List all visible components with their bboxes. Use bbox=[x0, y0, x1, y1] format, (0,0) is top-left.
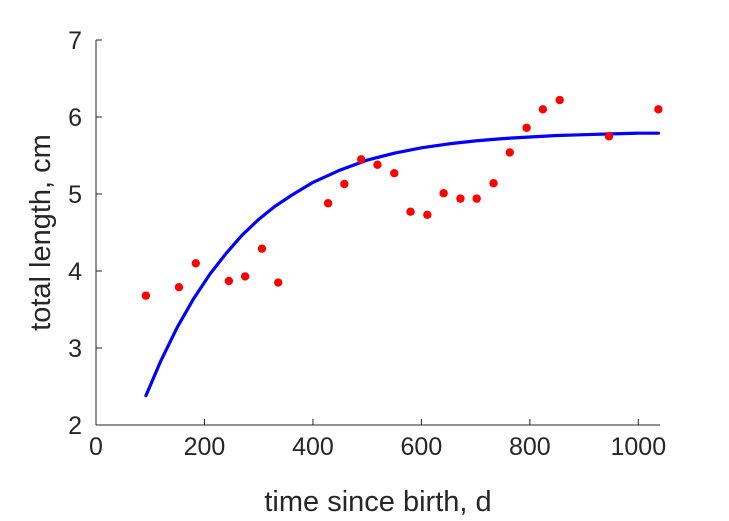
data-point bbox=[240, 272, 250, 281]
y-axis-label: total length, cm bbox=[25, 134, 57, 331]
data-point bbox=[538, 105, 548, 114]
data-point bbox=[604, 132, 614, 141]
x-tick-label: 600 bbox=[401, 433, 443, 461]
data-point bbox=[522, 123, 531, 132]
data-point bbox=[141, 291, 151, 300]
data-point bbox=[406, 207, 415, 216]
axes: 0 200 400 600 800 1000 2 3 4 5 6 7 bbox=[68, 27, 666, 461]
data-point bbox=[439, 189, 448, 198]
series-layer bbox=[141, 95, 663, 398]
data-point bbox=[257, 244, 267, 253]
data-point bbox=[456, 194, 465, 203]
data-point bbox=[472, 194, 481, 203]
data-point bbox=[373, 160, 382, 169]
y-tick-label: 7 bbox=[68, 27, 82, 55]
data-point bbox=[555, 95, 564, 105]
y-tick-label: 3 bbox=[68, 335, 82, 363]
x-tick-label: 0 bbox=[89, 433, 103, 461]
data-point bbox=[174, 282, 184, 292]
x-tick-label: 800 bbox=[509, 433, 551, 461]
data-point bbox=[224, 276, 234, 286]
data-point bbox=[340, 179, 349, 189]
data-point bbox=[489, 179, 498, 188]
x-axis-label: time since birth, d bbox=[264, 486, 491, 518]
data-point bbox=[323, 199, 333, 208]
data-point bbox=[505, 148, 514, 157]
x-tick-label: 400 bbox=[292, 433, 334, 461]
data-point bbox=[356, 155, 366, 164]
y-tick-label: 2 bbox=[68, 412, 82, 440]
y-tick-label: 4 bbox=[68, 258, 82, 286]
data-point bbox=[390, 169, 399, 178]
x-tick-label: 1000 bbox=[610, 433, 666, 461]
y-ticks: 2 3 4 5 6 7 bbox=[68, 27, 102, 440]
x-tick-label: 200 bbox=[184, 433, 226, 461]
data-point bbox=[191, 259, 200, 268]
y-tick-label: 5 bbox=[68, 181, 82, 209]
fit-curve bbox=[144, 131, 660, 398]
data-point bbox=[654, 105, 663, 114]
x-ticks: 0 200 400 600 800 1000 bbox=[89, 419, 666, 461]
data-point bbox=[274, 278, 283, 287]
y-tick-label: 6 bbox=[68, 104, 82, 132]
data-point bbox=[423, 210, 432, 219]
